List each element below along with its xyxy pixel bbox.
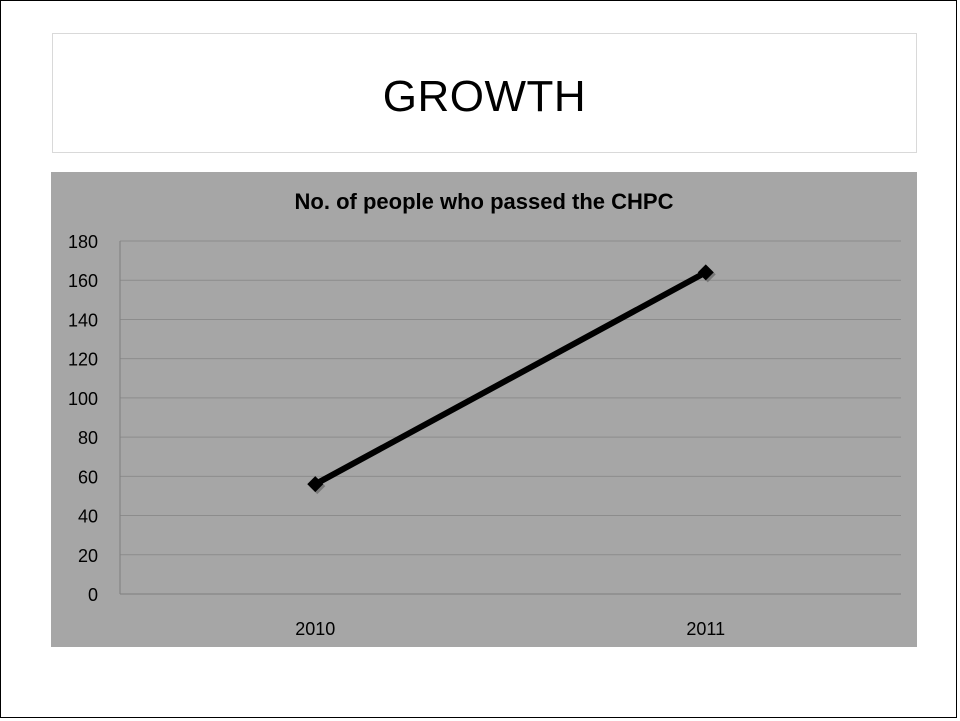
y-tick-label: 80 <box>78 428 98 448</box>
y-tick-label: 120 <box>68 350 98 370</box>
chart-title: No. of people who passed the CHPC <box>295 189 674 214</box>
y-tick-label: 60 <box>78 467 98 487</box>
y-tick-label: 20 <box>78 546 98 566</box>
gridlines <box>120 240 901 556</box>
y-tick-label: 40 <box>78 507 98 527</box>
x-axis-ticks: 2010 2011 <box>295 619 725 639</box>
line-chart: No. of people who passed the CHPC 0 20 40 6… <box>51 172 917 647</box>
y-tick-label: 100 <box>68 389 98 409</box>
data-point-marker <box>307 476 324 493</box>
series <box>307 264 716 495</box>
series-line <box>313 269 708 487</box>
data-point-marker <box>697 264 714 281</box>
y-tick-label: 0 <box>88 585 98 605</box>
y-axis-ticks: 0 20 40 60 80 100 120 140 160 180 <box>68 232 98 605</box>
title-placeholder[interactable]: GROWTH <box>52 33 917 153</box>
y-tick-label: 140 <box>68 310 98 330</box>
y-tick-label: 160 <box>68 271 98 291</box>
chart-container[interactable]: No. of people who passed the CHPC 0 20 40 6… <box>51 172 917 647</box>
y-tick-label: 180 <box>68 232 98 252</box>
x-tick-label: 2010 <box>295 619 335 639</box>
axes <box>119 241 901 595</box>
chart-background <box>51 172 917 647</box>
x-tick-label: 2011 <box>686 619 725 639</box>
slide-title: GROWTH <box>382 72 587 121</box>
